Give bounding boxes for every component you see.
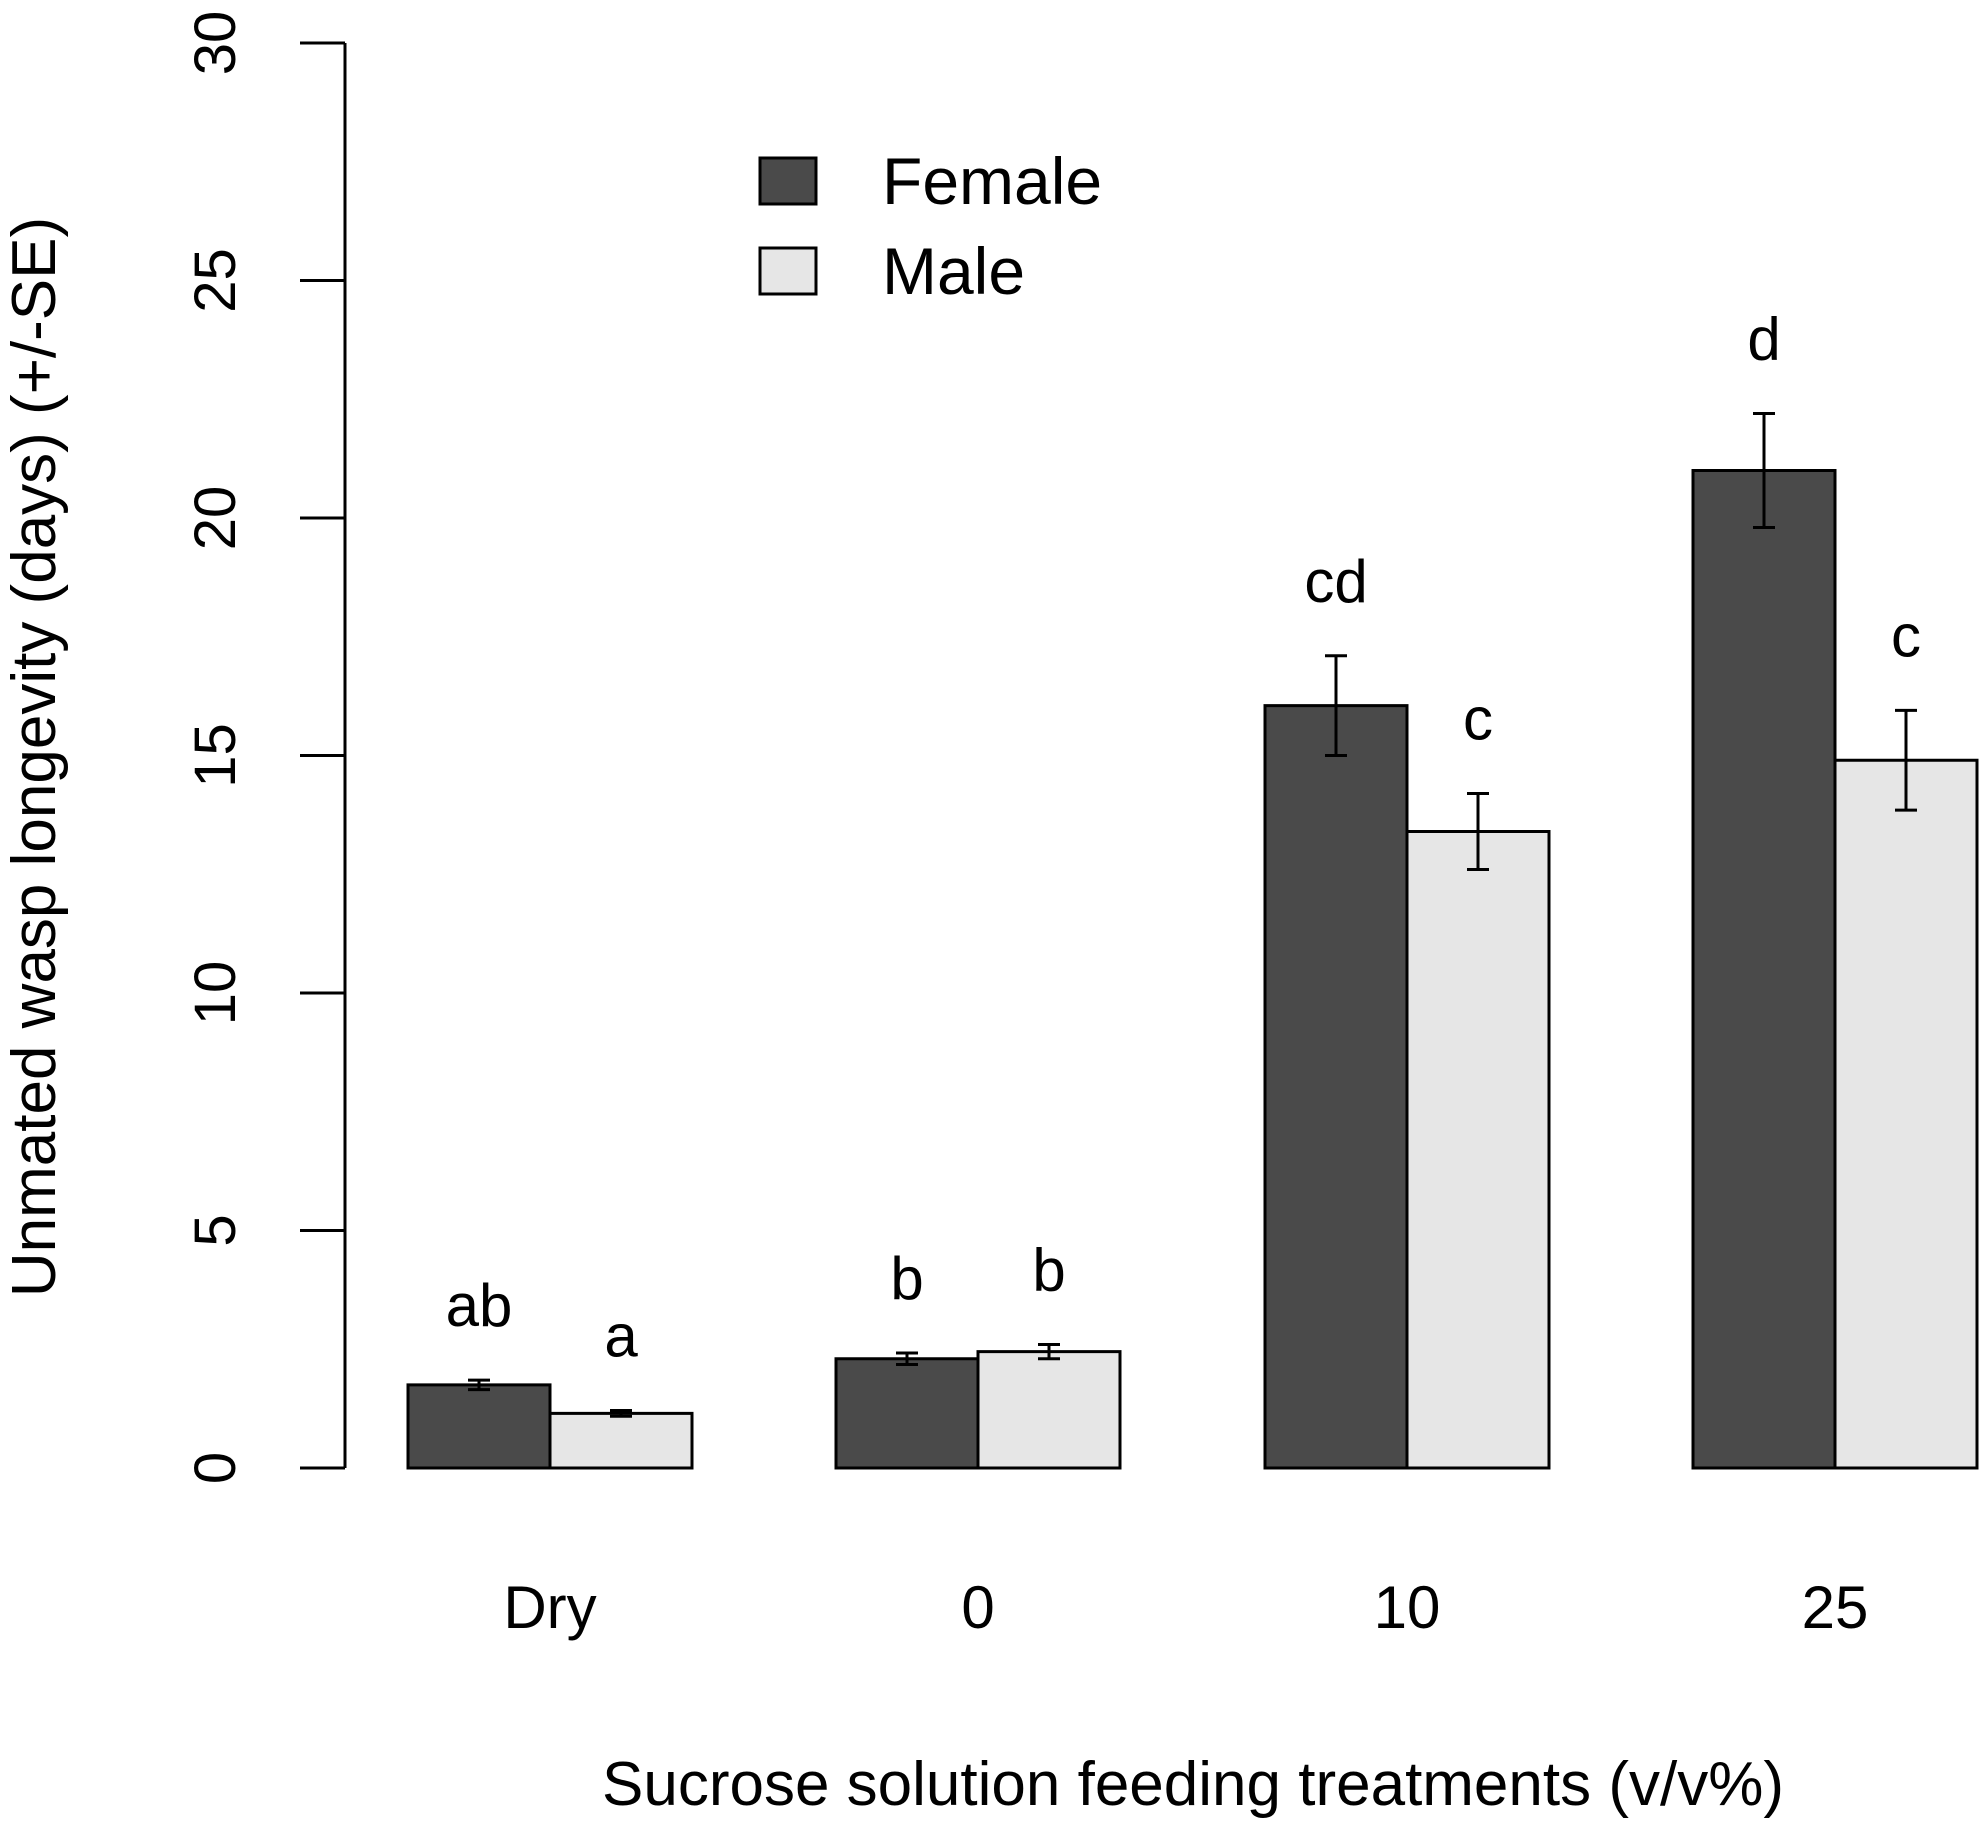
x-category-label: 25 [1802,1574,1869,1641]
bar-female-0 [834,1357,980,1470]
x-axis-title: Sucrose solution feeding treatments (v/v… [602,1750,1784,1819]
y-tick-label: 20 [183,486,248,551]
bar-female-25 [1691,469,1837,1470]
x-category-label: Dry [503,1574,596,1641]
error-bar-female-10 [1325,654,1347,757]
bar-male-10 [1405,830,1551,1470]
error-bar-male-0 [1038,1343,1060,1361]
error-bars [468,412,1917,1418]
y-tick-label: 25 [183,248,248,313]
error-bar-male-10 [1467,792,1489,871]
error-bar-male-25 [1895,708,1917,812]
error-bar-female-25 [1753,412,1775,529]
legend: Female Male [758,144,1102,308]
legend-label-female: Female [882,144,1102,218]
y-tick-label: 0 [183,1452,248,1484]
significance-letter: a [604,1303,638,1370]
significance-letter: cd [1304,548,1367,615]
error-bar-female-0 [896,1351,918,1366]
bar-male-dry [548,1411,694,1470]
significance-letter: b [1032,1237,1065,1304]
x-category-labels: Dry 0 10 25 [503,1574,1868,1641]
y-tick-label: 5 [183,1214,248,1246]
significance-letter: c [1891,602,1921,669]
bar-female-dry [406,1383,552,1470]
significance-letter: c [1463,686,1493,753]
significance-letter: ab [446,1272,513,1339]
y-tick-label: 30 [183,11,248,76]
y-tick-label: 15 [183,723,248,788]
y-axis: 0 5 10 15 20 25 30 [183,11,347,1484]
bar-male-0 [976,1350,1122,1470]
error-bar-female-dry [468,1378,490,1392]
y-axis-title: Unmated wasp longevity (days) (+/-SE) [0,217,69,1297]
bars [406,469,1979,1470]
significance-letter: d [1747,306,1780,373]
legend-swatch-female [758,156,818,206]
error-bar-male-dry [610,1409,632,1418]
legend-swatch-male [758,246,818,296]
y-tick-label: 10 [183,961,248,1026]
legend-label-male: Male [882,234,1025,308]
x-category-label: 10 [1374,1574,1441,1641]
significance-letter: b [890,1245,923,1312]
x-category-label: 0 [961,1574,994,1641]
bar-female-10 [1263,704,1409,1470]
bar-male-25 [1833,758,1979,1470]
